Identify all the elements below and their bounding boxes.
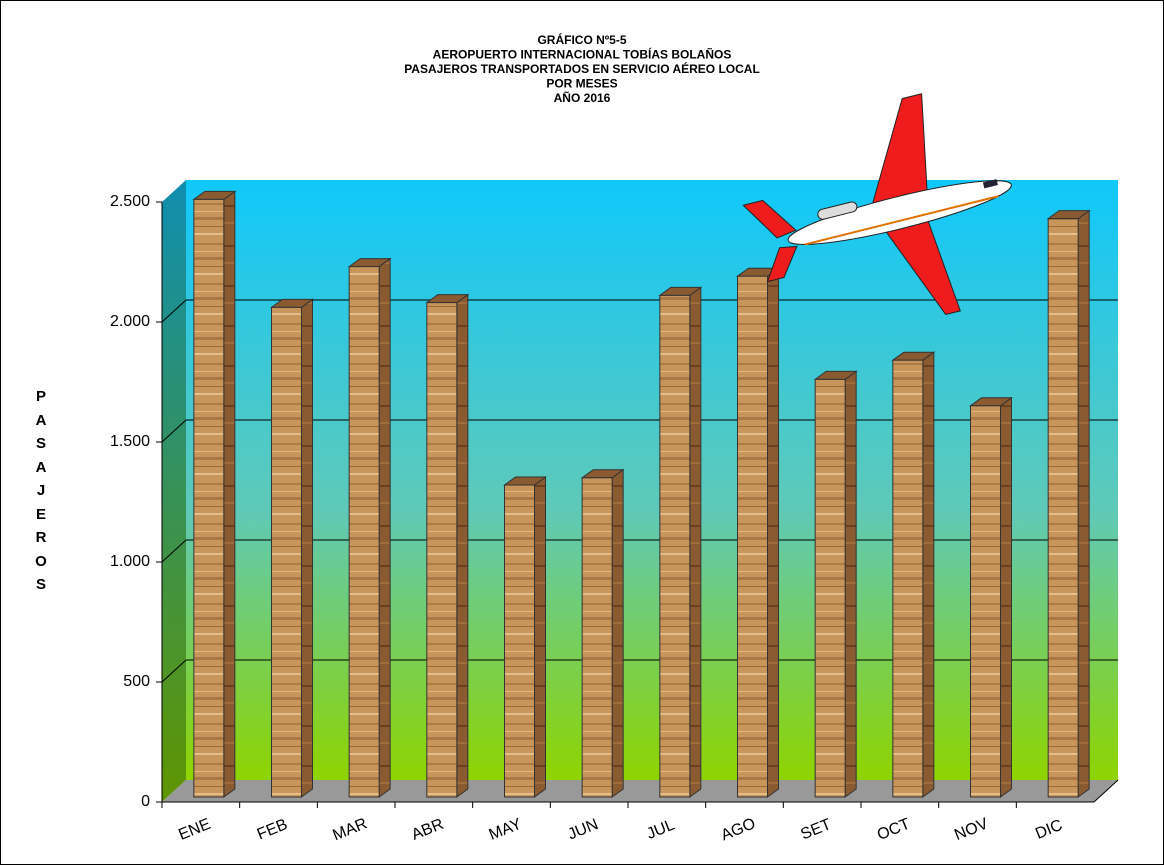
bar-side	[922, 351, 935, 798]
grid-line	[161, 419, 187, 443]
bar-side	[456, 293, 469, 798]
bar	[193, 198, 225, 798]
bar	[892, 359, 924, 798]
chart-title-line: PASAJEROS TRANSPORTADOS EN SERVICIO AÉRE…	[404, 61, 760, 76]
x-tick-label: FEB	[255, 816, 290, 843]
left-wall	[162, 180, 186, 802]
grid-line	[161, 299, 187, 323]
chart-title-line: POR MESES	[546, 77, 617, 91]
x-tick-label: JUN	[565, 816, 600, 843]
bar-side	[1077, 209, 1090, 798]
bar	[970, 405, 1001, 798]
y-tick-label: 1.500	[110, 433, 150, 450]
back-wall	[186, 180, 1118, 780]
floor	[162, 780, 1118, 802]
x-tick-label: SET	[798, 816, 833, 844]
bar-side	[689, 286, 702, 798]
y-tick-label: 0	[141, 793, 150, 810]
bar	[581, 477, 613, 798]
bar	[271, 306, 302, 798]
y-tick-label: 2.000	[110, 313, 150, 330]
x-tick-label: DIC	[1033, 817, 1065, 843]
bar	[659, 294, 691, 798]
y-tick-label: 1.000	[110, 553, 150, 570]
chart-title-line: GRÁFICO Nº5-5	[537, 32, 626, 47]
bar-side	[1000, 396, 1012, 798]
bar-side	[767, 267, 779, 798]
y-tick-label: 500	[123, 673, 150, 690]
bar	[814, 378, 846, 798]
bar-side	[844, 370, 857, 798]
airplane-illustration	[742, 93, 1012, 316]
x-tick-label: AGO	[719, 815, 758, 844]
bar-side	[534, 476, 546, 798]
bar	[737, 275, 768, 798]
x-tick-label: OCT	[875, 815, 913, 844]
bar-side	[378, 257, 391, 798]
x-tick-label: NOV	[952, 815, 991, 844]
floor-edge	[1093, 779, 1119, 803]
chart-title-line: AÑO 2016	[554, 90, 611, 105]
x-tick-label: ENE	[176, 816, 213, 844]
x-tick-label: MAR	[330, 815, 369, 844]
bar	[504, 484, 535, 798]
grid-line	[161, 659, 187, 683]
y-tick-label: 2.500	[110, 193, 150, 210]
bar	[348, 266, 380, 798]
bar-side	[223, 190, 236, 798]
bar	[1047, 218, 1079, 798]
chart-title-line: AEROPUERTO INTERNACIONAL TOBÍAS BOLAÑOS	[433, 47, 732, 62]
x-tick-label: ABR	[409, 816, 446, 844]
y-axis-title: PASAJEROS	[35, 388, 47, 593]
bar	[426, 302, 458, 798]
bar-side	[611, 468, 624, 798]
x-tick-label: MAY	[487, 815, 525, 843]
x-tick-label: JUL	[644, 816, 677, 842]
grid-line	[161, 539, 187, 563]
bar-side	[301, 298, 313, 798]
